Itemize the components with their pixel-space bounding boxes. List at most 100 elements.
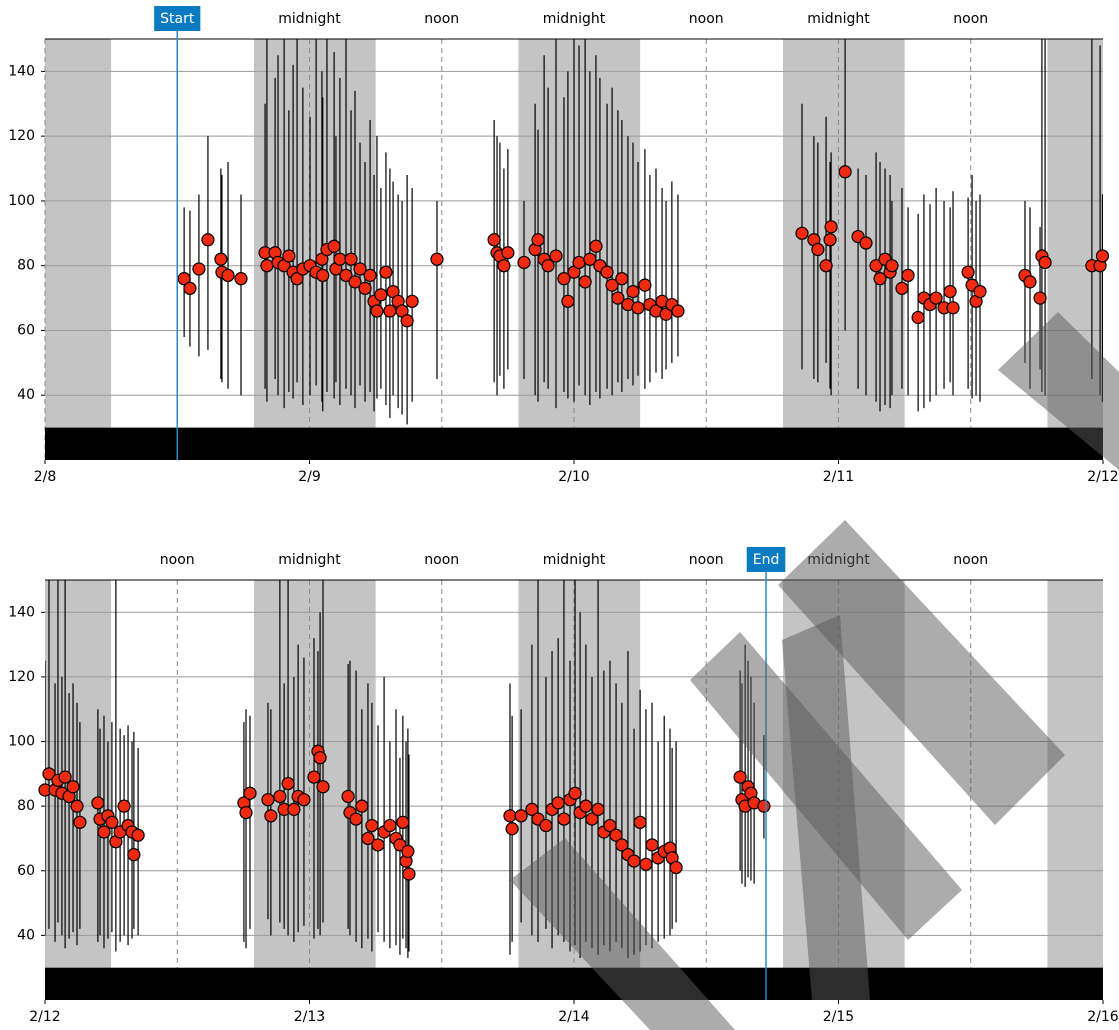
point [261, 260, 273, 272]
error-bars [45, 580, 764, 958]
night-span [45, 39, 111, 460]
point [796, 227, 808, 239]
point [74, 816, 86, 828]
point [132, 829, 144, 841]
point [98, 826, 110, 838]
point [886, 260, 898, 272]
x-tick-label: 2/10 [558, 469, 589, 485]
point [1034, 292, 1046, 304]
time-label: noon [953, 11, 988, 27]
point [532, 234, 544, 246]
point [59, 771, 71, 783]
point [670, 862, 682, 874]
time-label: midnight [807, 11, 870, 27]
y-tick-label: 120 [8, 128, 35, 144]
error-bars [184, 39, 1102, 424]
point [839, 166, 851, 178]
x-tick-label: 2/16 [1087, 1009, 1119, 1025]
point [372, 839, 384, 851]
y-tick-label: 140 [8, 63, 35, 79]
point [328, 240, 340, 252]
marker-label: Start [160, 11, 195, 27]
point [364, 269, 376, 281]
point [824, 234, 836, 246]
point [282, 778, 294, 790]
point [632, 302, 644, 314]
point [592, 803, 604, 815]
point [314, 752, 326, 764]
point [628, 855, 640, 867]
night-span [1047, 580, 1103, 1000]
point [573, 256, 585, 268]
x-tick-label: 2/11 [823, 469, 854, 485]
point [397, 816, 409, 828]
point [944, 286, 956, 298]
night-span [254, 580, 376, 1000]
point [359, 282, 371, 294]
point [283, 250, 295, 262]
point [384, 305, 396, 317]
x-tick-label: 2/13 [294, 1009, 325, 1025]
point [118, 800, 130, 812]
point [67, 781, 79, 793]
point [552, 797, 564, 809]
time-label: noon [689, 11, 724, 27]
point [672, 305, 684, 317]
point [202, 234, 214, 246]
floor-band [45, 428, 1103, 460]
point [825, 221, 837, 233]
time-label: midnight [278, 11, 341, 27]
point [265, 810, 277, 822]
time-label: noon [953, 552, 988, 568]
point [342, 790, 354, 802]
x-tick-label: 2/8 [34, 469, 57, 485]
point [406, 295, 418, 307]
night-span [783, 39, 905, 460]
y-tick-label: 100 [8, 734, 35, 750]
time-label: noon [424, 11, 459, 27]
y-tick-label: 80 [17, 258, 35, 274]
point [274, 790, 286, 802]
time-label: midnight [543, 11, 606, 27]
point [184, 282, 196, 294]
point [298, 794, 310, 806]
point [812, 244, 824, 256]
point [240, 807, 252, 819]
point [569, 787, 581, 799]
point [579, 276, 591, 288]
panel: 4060801001201402/122/132/142/152/16noonm… [8, 547, 1119, 1025]
y-tick-label: 60 [17, 863, 35, 879]
point [375, 289, 387, 301]
x-tick-label: 2/15 [823, 1009, 854, 1025]
point [431, 253, 443, 265]
y-tick-label: 120 [8, 669, 35, 685]
time-label: noon [424, 552, 459, 568]
point [820, 260, 832, 272]
point [317, 781, 329, 793]
point [366, 820, 378, 832]
time-label: noon [689, 552, 724, 568]
point [215, 253, 227, 265]
x-tick-label: 2/14 [558, 1009, 590, 1025]
point [262, 794, 274, 806]
point [860, 237, 872, 249]
point [288, 803, 300, 815]
y-tick-label: 140 [8, 604, 35, 620]
y-tick-label: 100 [8, 193, 35, 209]
point [562, 295, 574, 307]
x-tick-label: 2/12 [29, 1009, 60, 1025]
point [634, 816, 646, 828]
point [1096, 250, 1108, 262]
point [380, 266, 392, 278]
point [504, 810, 516, 822]
point [734, 771, 746, 783]
point [403, 868, 415, 880]
point [402, 845, 414, 857]
y-tick-label: 60 [17, 322, 35, 338]
point [308, 771, 320, 783]
point [384, 820, 396, 832]
point [244, 787, 256, 799]
point [401, 315, 413, 327]
point [601, 266, 613, 278]
